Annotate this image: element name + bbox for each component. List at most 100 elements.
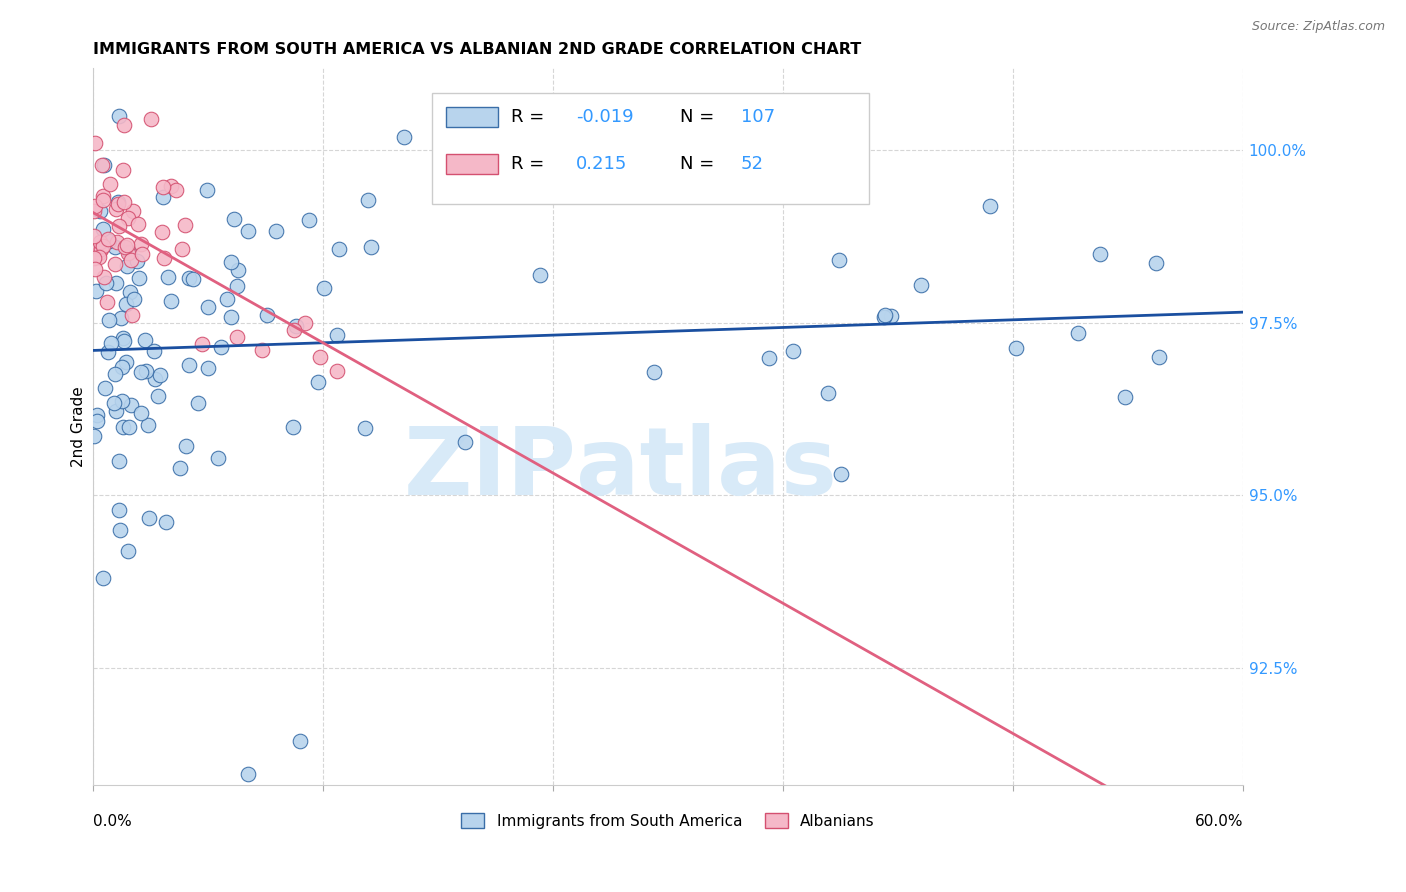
Point xyxy=(83,242,105,256)
Point xyxy=(283,323,305,337)
Text: N =: N = xyxy=(679,155,720,173)
Point xyxy=(115,237,138,252)
Point xyxy=(122,204,145,219)
Point xyxy=(91,189,114,203)
Point xyxy=(817,386,839,401)
Point xyxy=(93,158,115,172)
Point xyxy=(191,336,214,351)
Text: ZIP: ZIP xyxy=(404,424,576,516)
Point xyxy=(758,351,780,365)
Point xyxy=(112,331,135,345)
Point xyxy=(111,420,134,434)
Point xyxy=(159,179,181,194)
Point xyxy=(153,251,176,265)
Point xyxy=(181,272,204,286)
Point xyxy=(122,292,145,306)
Point xyxy=(83,251,105,265)
Point xyxy=(131,406,153,420)
Point xyxy=(107,109,129,123)
Point xyxy=(209,340,232,354)
Point xyxy=(131,247,153,261)
Point xyxy=(128,270,150,285)
Point xyxy=(117,420,139,434)
Point xyxy=(93,239,115,253)
Point xyxy=(91,571,114,585)
Point xyxy=(91,222,114,236)
Text: 0.215: 0.215 xyxy=(576,155,627,173)
Point xyxy=(104,404,127,418)
Point xyxy=(828,252,851,267)
Point xyxy=(112,118,135,132)
Point xyxy=(150,225,173,239)
Point xyxy=(86,413,108,427)
Point xyxy=(108,454,131,468)
Point xyxy=(107,194,129,209)
Legend: Immigrants from South America, Albanians: Immigrants from South America, Albanians xyxy=(456,806,882,835)
Point xyxy=(117,211,139,226)
Point xyxy=(139,112,162,127)
Point xyxy=(1088,247,1111,261)
Point xyxy=(121,308,143,322)
Point xyxy=(288,733,311,747)
Point xyxy=(225,278,247,293)
Point xyxy=(1004,341,1026,355)
Text: 60.0%: 60.0% xyxy=(1195,814,1243,829)
Point xyxy=(91,193,114,207)
Text: N =: N = xyxy=(679,108,720,126)
Point xyxy=(114,296,136,310)
Point xyxy=(170,242,193,256)
Point xyxy=(120,398,142,412)
Point xyxy=(108,219,131,233)
Point xyxy=(529,268,551,283)
Point xyxy=(129,237,152,252)
Point xyxy=(454,435,477,450)
Point xyxy=(83,136,105,151)
FancyBboxPatch shape xyxy=(446,153,498,174)
Point xyxy=(221,310,243,325)
Point xyxy=(115,259,138,273)
Point xyxy=(207,450,229,465)
Point xyxy=(89,246,111,260)
Point xyxy=(111,393,134,408)
Point xyxy=(309,351,332,365)
Point xyxy=(222,211,245,226)
Point xyxy=(90,242,112,256)
Point xyxy=(285,319,308,334)
Point xyxy=(120,252,142,267)
Point xyxy=(84,262,107,277)
Point xyxy=(392,130,415,145)
Point xyxy=(83,228,105,243)
Point xyxy=(135,364,157,378)
Text: 107: 107 xyxy=(741,108,775,126)
Point xyxy=(134,333,156,347)
Point xyxy=(97,345,120,359)
Point xyxy=(83,429,105,443)
FancyBboxPatch shape xyxy=(433,93,869,204)
Point xyxy=(360,240,382,254)
Point xyxy=(294,316,316,330)
Point xyxy=(880,309,903,323)
Point xyxy=(195,183,218,197)
Point xyxy=(100,335,122,350)
Point xyxy=(174,439,197,453)
Point xyxy=(143,343,166,358)
Point xyxy=(98,313,121,327)
Point xyxy=(129,365,152,379)
Text: 52: 52 xyxy=(741,155,763,173)
Point xyxy=(197,300,219,314)
Point xyxy=(643,365,665,379)
Point xyxy=(97,234,120,248)
Point xyxy=(357,193,380,207)
Point xyxy=(1147,350,1170,364)
Point xyxy=(83,198,105,212)
Point xyxy=(219,255,242,269)
Point xyxy=(149,368,172,382)
Point xyxy=(152,190,174,204)
Point xyxy=(117,246,139,260)
Point xyxy=(104,257,127,271)
Point xyxy=(169,460,191,475)
Point xyxy=(111,360,134,375)
Point xyxy=(325,327,347,342)
Point xyxy=(197,360,219,375)
Point xyxy=(326,364,349,378)
